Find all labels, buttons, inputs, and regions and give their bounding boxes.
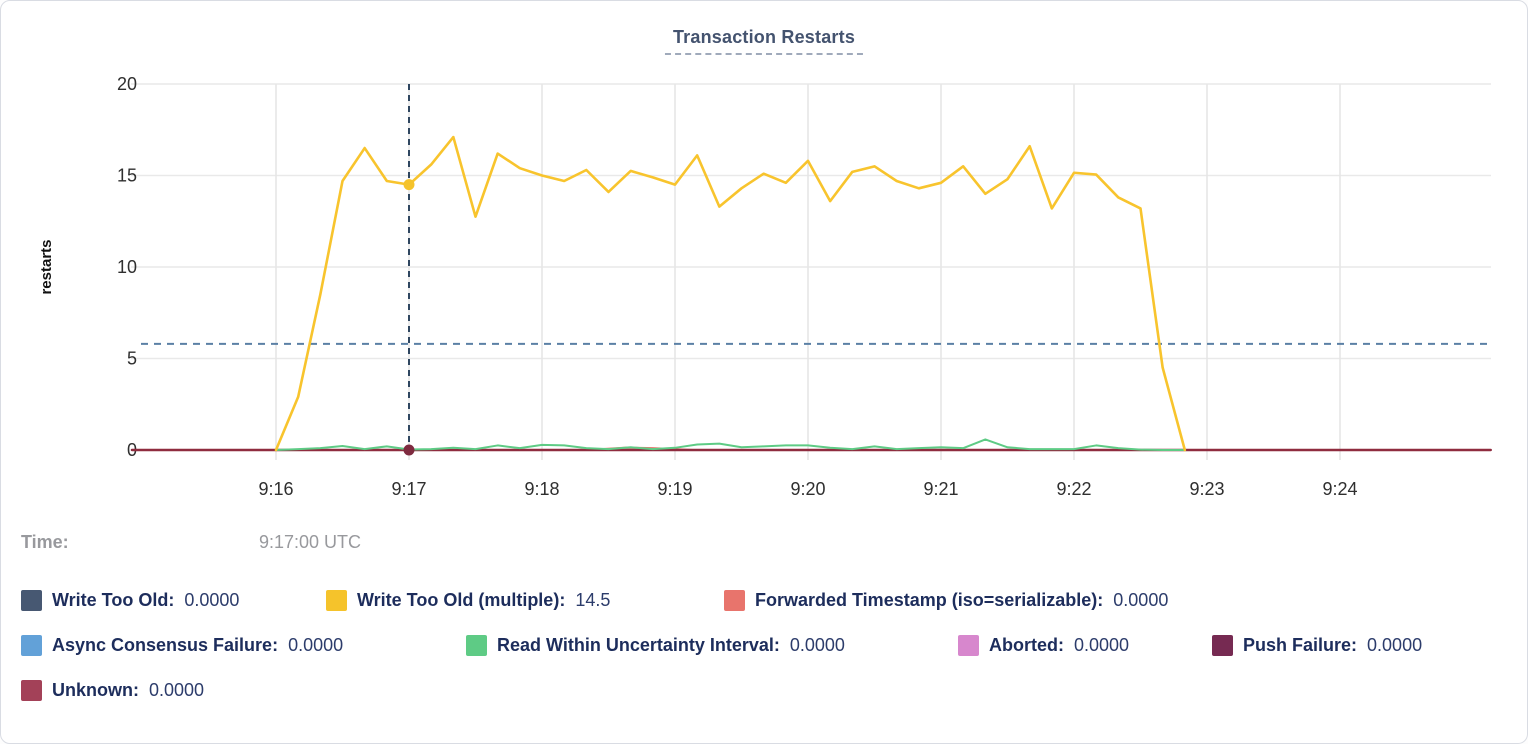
legend-item-write-too-old: Write Too Old: 0.0000 bbox=[21, 590, 239, 611]
series-line-read-within-uncertainty-interval bbox=[275, 438, 1186, 451]
x-tick-label: 9:20 bbox=[790, 479, 825, 499]
legend-value: 0.0000 bbox=[184, 590, 240, 610]
legend-swatch-icon bbox=[21, 680, 42, 701]
chart-area[interactable]: 0 5 10 15 20 9:16 9:17 9:18 9:19 9:20 9:21 9:22 9:23… bbox=[1, 53, 1528, 513]
x-tick-label: 9:16 bbox=[258, 479, 293, 499]
legend-item-read-within-uncertainty-interval: Read Within Uncertainty Interval: 0.0000 bbox=[466, 635, 845, 656]
legend-item-unknown: Unknown: 0.0000 bbox=[21, 680, 204, 701]
legend-label: Aborted: bbox=[989, 635, 1064, 655]
legend-swatch-icon bbox=[466, 635, 487, 656]
legend-label: Push Failure: bbox=[1243, 635, 1358, 655]
legend-label: Forwarded Timestamp (iso=serializable): bbox=[755, 590, 1104, 610]
legend-value: 14.5 bbox=[575, 590, 611, 610]
legend-label: Unknown: bbox=[52, 680, 139, 700]
legend-item-push-failure: Push Failure: 0.0000 bbox=[1212, 635, 1422, 656]
legend-item-aborted: Aborted: 0.0000 bbox=[958, 635, 1129, 656]
hover-dot-unknown bbox=[403, 444, 415, 456]
legend-item-forwarded-timestamp-iso-serializable-: Forwarded Timestamp (iso=serializable): … bbox=[724, 590, 1168, 611]
x-tick-label: 9:22 bbox=[1056, 479, 1091, 499]
legend-label: Read Within Uncertainty Interval: bbox=[497, 635, 780, 655]
legend-label: Async Consensus Failure: bbox=[52, 635, 279, 655]
x-tick-label: 9:21 bbox=[923, 479, 958, 499]
x-tick-label: 9:19 bbox=[657, 479, 692, 499]
x-tick-label: 9:18 bbox=[524, 479, 559, 499]
legend-row: Unknown: 0.0000 bbox=[1, 680, 1527, 708]
legend-label: Write Too Old: bbox=[52, 590, 175, 610]
legend-value: 0.0000 bbox=[1113, 590, 1169, 610]
y-tick-label: 5 bbox=[127, 349, 137, 369]
hover-dot-write-too-old-multiple- bbox=[403, 179, 415, 191]
legend-item-async-consensus-failure: Async Consensus Failure: 0.0000 bbox=[21, 635, 343, 656]
y-axis-label: restarts bbox=[38, 239, 55, 294]
legend-value: 0.0000 bbox=[789, 635, 845, 655]
hover-time-label: Time: bbox=[21, 532, 69, 552]
legend-swatch-icon bbox=[326, 590, 347, 611]
legend-label: Write Too Old (multiple): bbox=[357, 590, 566, 610]
legend-swatch-icon bbox=[1212, 635, 1233, 656]
legend-row: Async Consensus Failure: 0.0000 Read Wit… bbox=[1, 635, 1527, 663]
legend-row: Write Too Old: 0.0000 Write Too Old (mul… bbox=[1, 590, 1527, 618]
legend-swatch-icon bbox=[21, 635, 42, 656]
legend-value: 0.0000 bbox=[288, 635, 344, 655]
hover-time-value: 9:17:00 UTC bbox=[259, 532, 362, 552]
series-line-write-too-old-multiple- bbox=[274, 135, 1187, 452]
legend-value: 0.0000 bbox=[1074, 635, 1130, 655]
x-tick-label: 9:17 bbox=[391, 479, 426, 499]
y-tick-label: 10 bbox=[117, 257, 137, 277]
x-tick-label: 9:23 bbox=[1189, 479, 1224, 499]
legend-item-write-too-old-multiple-: Write Too Old (multiple): 14.5 bbox=[326, 590, 610, 611]
legend-swatch-icon bbox=[724, 590, 745, 611]
y-tick-label: 15 bbox=[117, 166, 137, 186]
x-tick-label: 9:24 bbox=[1322, 479, 1357, 499]
legend-swatch-icon bbox=[21, 590, 42, 611]
legend-value: 0.0000 bbox=[1367, 635, 1423, 655]
chart-title: Transaction Restarts bbox=[664, 27, 864, 55]
y-tick-label: 20 bbox=[117, 74, 137, 94]
legend-value: 0.0000 bbox=[149, 680, 205, 700]
legend-swatch-icon bbox=[958, 635, 979, 656]
